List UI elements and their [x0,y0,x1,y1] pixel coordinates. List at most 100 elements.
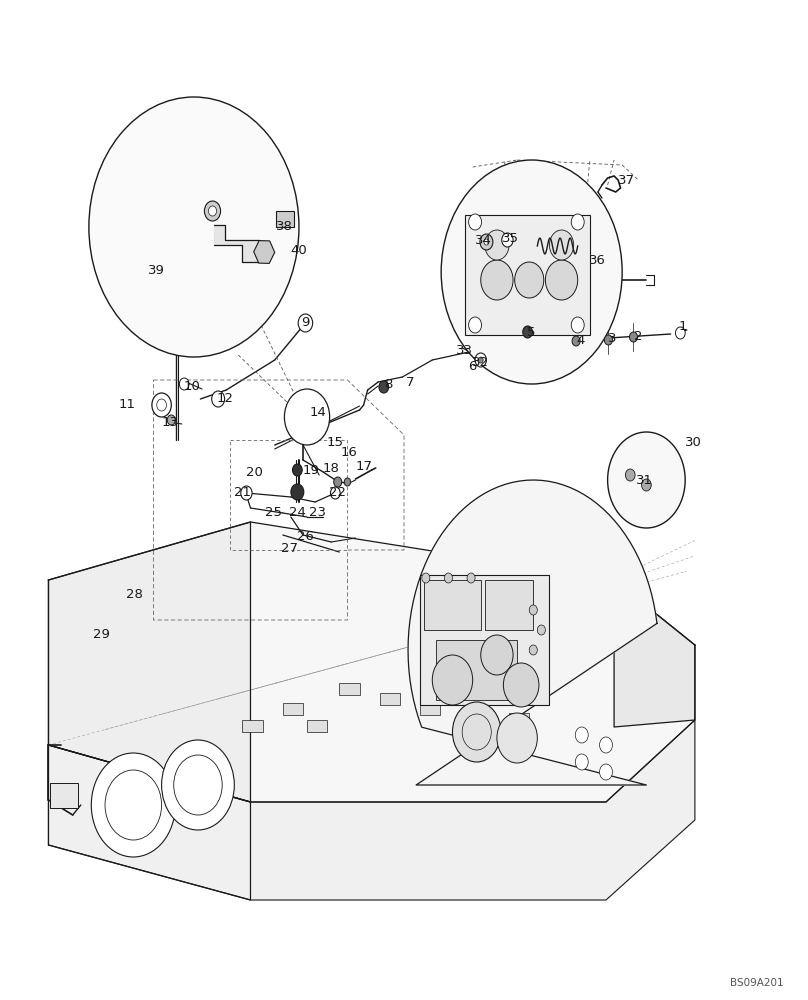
Text: 30: 30 [685,436,701,450]
Circle shape [549,230,574,260]
Text: 7: 7 [406,376,414,389]
Text: 28: 28 [127,588,143,601]
Circle shape [422,573,430,583]
Text: 26: 26 [297,530,314,542]
Text: 39: 39 [148,264,164,277]
Circle shape [537,625,545,635]
Circle shape [502,233,513,247]
Circle shape [467,573,475,583]
Circle shape [441,160,622,384]
Text: 8: 8 [384,378,392,391]
Circle shape [604,335,612,345]
Bar [485,580,533,630]
Text: 3: 3 [608,332,617,346]
Text: 35: 35 [502,232,520,244]
Text: 6: 6 [469,360,477,373]
Bar [436,640,517,700]
Bar [276,211,294,227]
Text: 2: 2 [634,330,642,342]
Circle shape [481,260,513,300]
Text: 31: 31 [636,474,654,487]
Circle shape [529,605,537,615]
Bar [424,580,481,630]
Circle shape [179,378,189,390]
Text: 34: 34 [475,233,491,246]
Circle shape [529,645,537,655]
Circle shape [292,464,302,476]
Text: 21: 21 [234,486,251,498]
Circle shape [515,262,544,298]
Circle shape [523,326,532,338]
Circle shape [89,97,299,357]
Text: 15: 15 [326,436,344,448]
Bar [380,693,400,705]
Circle shape [241,486,252,500]
Circle shape [432,655,473,705]
Text: 36: 36 [590,253,606,266]
Text: 11: 11 [118,397,136,410]
Text: 32: 32 [472,356,490,368]
Polygon shape [48,522,695,802]
Circle shape [675,327,685,339]
Bar [307,720,327,732]
Bar [283,703,303,715]
Circle shape [575,727,588,743]
Circle shape [480,234,493,250]
Polygon shape [408,480,657,785]
Text: 27: 27 [280,542,298,554]
Text: 40: 40 [291,244,307,257]
Circle shape [503,663,539,707]
Text: 37: 37 [617,174,635,186]
Text: 18: 18 [323,462,339,476]
Circle shape [575,754,588,770]
Circle shape [572,336,580,346]
Circle shape [497,713,537,763]
Bar [242,720,263,732]
Text: 10: 10 [184,379,200,392]
Circle shape [330,487,340,499]
Polygon shape [614,580,695,727]
Circle shape [545,260,578,300]
Text: 9: 9 [301,316,309,330]
Circle shape [475,353,486,367]
Circle shape [344,478,351,486]
Text: 12: 12 [216,392,234,406]
Circle shape [452,702,501,762]
Circle shape [629,332,638,342]
Text: 4: 4 [576,334,584,347]
Bar [509,713,529,725]
Text: 23: 23 [309,506,326,520]
Circle shape [334,477,342,487]
Text: 1: 1 [679,320,687,332]
Text: 22: 22 [329,486,347,498]
Circle shape [600,737,612,753]
Circle shape [625,469,635,481]
Circle shape [600,764,612,780]
Text: 33: 33 [456,344,473,357]
Circle shape [91,753,175,857]
Text: 5: 5 [528,326,536,338]
Circle shape [204,201,221,221]
Polygon shape [214,225,259,262]
Circle shape [571,214,584,230]
Circle shape [291,484,304,500]
Circle shape [444,573,452,583]
Text: 13: 13 [161,416,179,428]
Bar [420,575,549,705]
Circle shape [642,479,651,491]
Circle shape [162,740,234,830]
Circle shape [167,415,175,425]
Text: 17: 17 [355,460,372,473]
Polygon shape [48,745,250,900]
Circle shape [485,230,509,260]
Circle shape [152,393,171,417]
Circle shape [469,317,482,333]
Bar [50,783,78,808]
Text: 16: 16 [341,446,357,458]
Bar [339,683,360,695]
Polygon shape [48,720,695,900]
Polygon shape [48,522,250,802]
Text: BS09A201: BS09A201 [730,978,784,988]
Text: 20: 20 [246,466,263,480]
Circle shape [608,432,685,528]
